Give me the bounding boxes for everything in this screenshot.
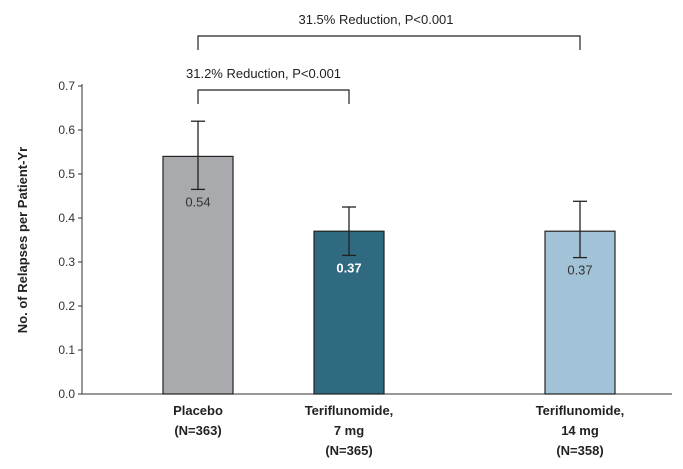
data-label: 0.54: [185, 194, 210, 209]
comparison-label: 31.2% Reduction, P<0.001: [186, 66, 341, 81]
x-tick-label: Placebo: [173, 403, 223, 418]
x-tick-label: (N=363): [174, 423, 221, 438]
x-tick-label: (N=358): [556, 443, 603, 458]
data-label: 0.37: [567, 263, 592, 278]
bar: [544, 230, 616, 395]
x-tick-label: 7 mg: [334, 423, 364, 438]
y-tick-label: 0.5: [58, 167, 75, 181]
y-tick-label: 0.0: [58, 387, 75, 401]
comparison-bracket: [197, 89, 350, 104]
y-tick-label: 0.6: [58, 123, 75, 137]
x-tick-label: Teriflunomide,: [536, 403, 625, 418]
bars: [162, 120, 616, 395]
bar: [162, 155, 234, 395]
labels: 0.54 Placebo (N=363) 0.37 Teriflunomide, 7 mg…: [173, 12, 624, 458]
y-tick-label: 0.4: [58, 211, 75, 225]
comparison-bracket: [197, 35, 581, 50]
y-tick-label: 0.7: [58, 79, 75, 93]
y-axis-label: No. of Relapses per Patient-Yr: [15, 147, 30, 333]
bar: [313, 230, 385, 395]
y-tick-label: 0.2: [58, 299, 75, 313]
y-tick-label: 0.1: [58, 343, 75, 357]
x-tick-label: 14 mg: [561, 423, 599, 438]
comparison-label: 31.5% Reduction, P<0.001: [298, 12, 453, 27]
data-label: 0.37: [336, 260, 361, 275]
x-tick-label: Teriflunomide,: [305, 403, 394, 418]
y-tick-label: 0.3: [58, 255, 75, 269]
x-tick-label: (N=365): [325, 443, 372, 458]
